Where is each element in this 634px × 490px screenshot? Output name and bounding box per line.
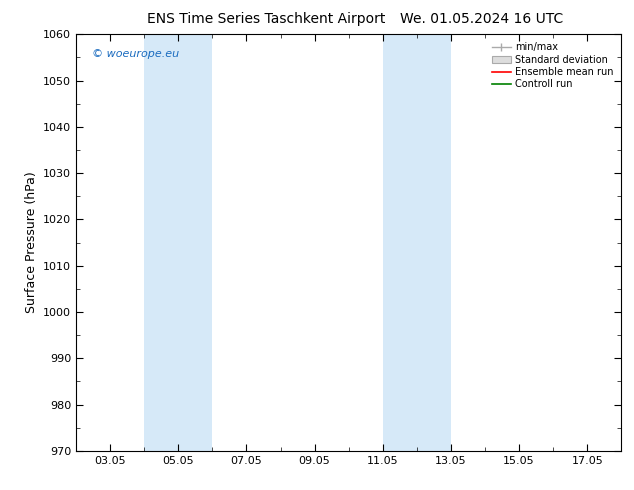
Legend: min/max, Standard deviation, Ensemble mean run, Controll run: min/max, Standard deviation, Ensemble me… <box>489 39 616 92</box>
Text: We. 01.05.2024 16 UTC: We. 01.05.2024 16 UTC <box>400 12 564 26</box>
Bar <box>144 34 212 451</box>
Text: ENS Time Series Taschkent Airport: ENS Time Series Taschkent Airport <box>147 12 385 26</box>
Bar <box>383 34 451 451</box>
Y-axis label: Surface Pressure (hPa): Surface Pressure (hPa) <box>25 172 37 314</box>
Text: © woeurope.eu: © woeurope.eu <box>93 49 179 59</box>
